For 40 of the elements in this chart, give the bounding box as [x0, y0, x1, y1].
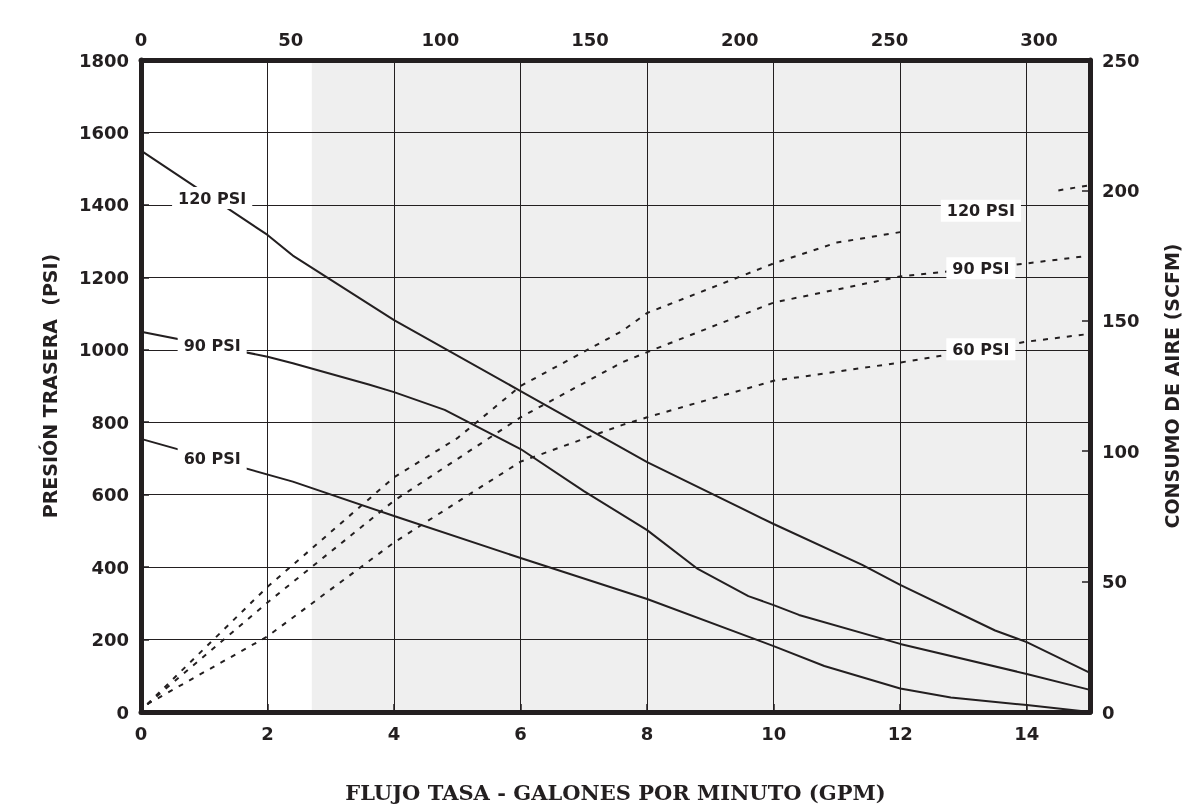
series-label: 60 PSI [183, 449, 241, 469]
x-tick-label: 10 [761, 722, 787, 744]
y-tick-label: 400 [91, 556, 129, 578]
series-label: 120 PSI [178, 188, 247, 208]
x2-tick-label: 150 [571, 28, 609, 50]
x-tick-label: 4 [387, 722, 401, 744]
x2-tick-label: 100 [421, 28, 460, 50]
x-tick-label: 2 [261, 722, 274, 744]
y2-tick-label: 50 [1102, 571, 1128, 593]
y-tick-label: 1400 [78, 194, 129, 216]
x-tick-label: 0 [134, 722, 148, 744]
y2-tick-label: 150 [1102, 310, 1140, 332]
x2-tick-label: 50 [278, 28, 304, 50]
y-tick-label: 800 [91, 411, 129, 433]
text: 120 PSI [946, 201, 1015, 221]
x2-tick-label: 0 [134, 28, 148, 50]
x-tick-label: 12 [887, 722, 913, 744]
y-tick-label: 0 [116, 701, 129, 723]
series-label: 90 PSI [183, 336, 241, 356]
x2-tick-label: 250 [870, 28, 909, 50]
y-tick-label: 1800 [78, 49, 129, 71]
x-axis-title: FLUJO TASA - GALONES POR MINUTO (GPM) [345, 780, 886, 805]
x2-tick-label: 300 [1020, 28, 1058, 50]
x2-tick-label: 200 [720, 28, 759, 50]
x-tick-label: 14 [1014, 722, 1040, 744]
y-tick-label: 600 [91, 484, 129, 506]
series-label: 60 PSI [952, 339, 1010, 359]
y2-tick-label: 200 [1102, 179, 1140, 201]
y-axis-title: PRESIÓN TRASERA (PSI) [37, 253, 61, 519]
x-tick-label: 6 [514, 722, 527, 744]
y2-tick-label: 100 [1102, 440, 1140, 462]
y2-tick-label: 250 [1102, 49, 1140, 71]
y-tick-label: 200 [91, 629, 129, 651]
y-tick-label: 1200 [78, 266, 129, 288]
y2-axis-title: CONSUMO DE AIRE (SCFM) [1160, 243, 1183, 529]
y-tick-label: 1000 [78, 339, 129, 361]
x-tick-label: 8 [640, 722, 654, 744]
y2-tick-label: 0 [1102, 701, 1115, 723]
series-label: 90 PSI [952, 258, 1010, 278]
y-tick-label: 1600 [78, 121, 129, 143]
